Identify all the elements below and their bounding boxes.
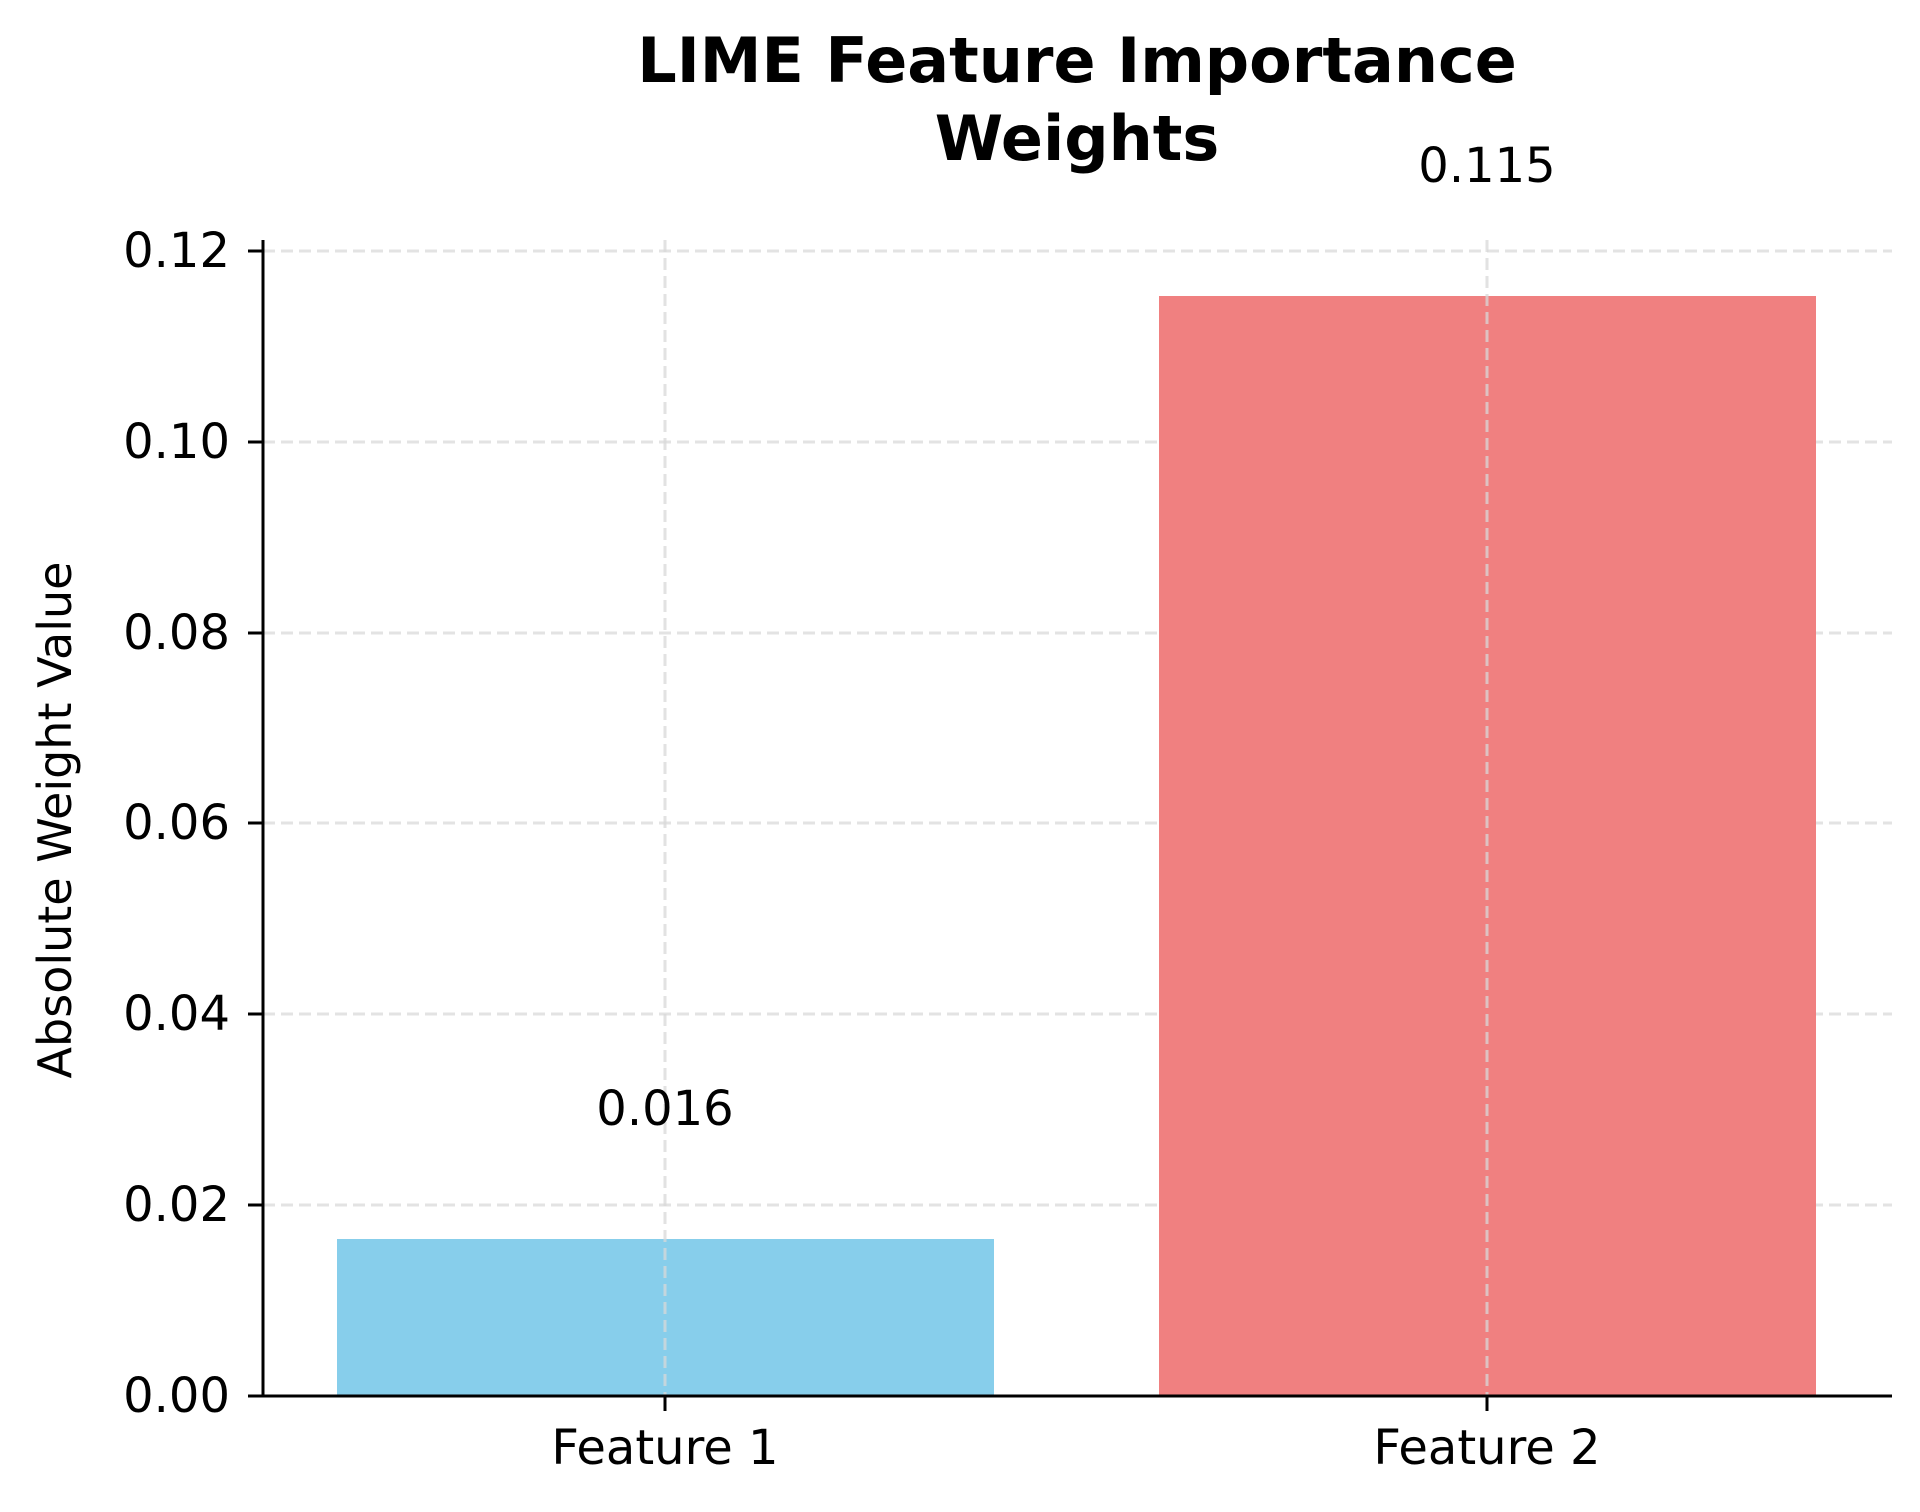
x-ticks bbox=[663, 1396, 1489, 1411]
ytick-label-0: 0.00 bbox=[123, 1368, 230, 1424]
chart-title-line-2: Weights bbox=[934, 102, 1220, 175]
value-label-feature-1: 0.016 bbox=[596, 1081, 734, 1137]
ytick-label-1: 0.02 bbox=[123, 1177, 230, 1233]
x-gridlines bbox=[663, 240, 1489, 1396]
xtick-label-feature-2: Feature 2 bbox=[1373, 1420, 1601, 1476]
ytick-label-5: 0.10 bbox=[123, 414, 230, 470]
chart-title: LIME Feature Importance Weights bbox=[0, 22, 1920, 178]
chart-title-line-1: LIME Feature Importance bbox=[637, 24, 1517, 97]
ytick-label-2: 0.04 bbox=[123, 986, 230, 1042]
ytick-label-6: 0.12 bbox=[123, 223, 230, 279]
xtick-label-feature-1: Feature 1 bbox=[551, 1420, 779, 1476]
ytick-label-3: 0.06 bbox=[123, 795, 230, 851]
ytick-label-4: 0.08 bbox=[123, 605, 230, 661]
y-axis-label: Absolute Weight Value bbox=[28, 561, 82, 1079]
bar-feature-1 bbox=[337, 1239, 994, 1396]
value-label-feature-2: 0.115 bbox=[1418, 138, 1556, 194]
y-ticks bbox=[248, 249, 263, 1398]
